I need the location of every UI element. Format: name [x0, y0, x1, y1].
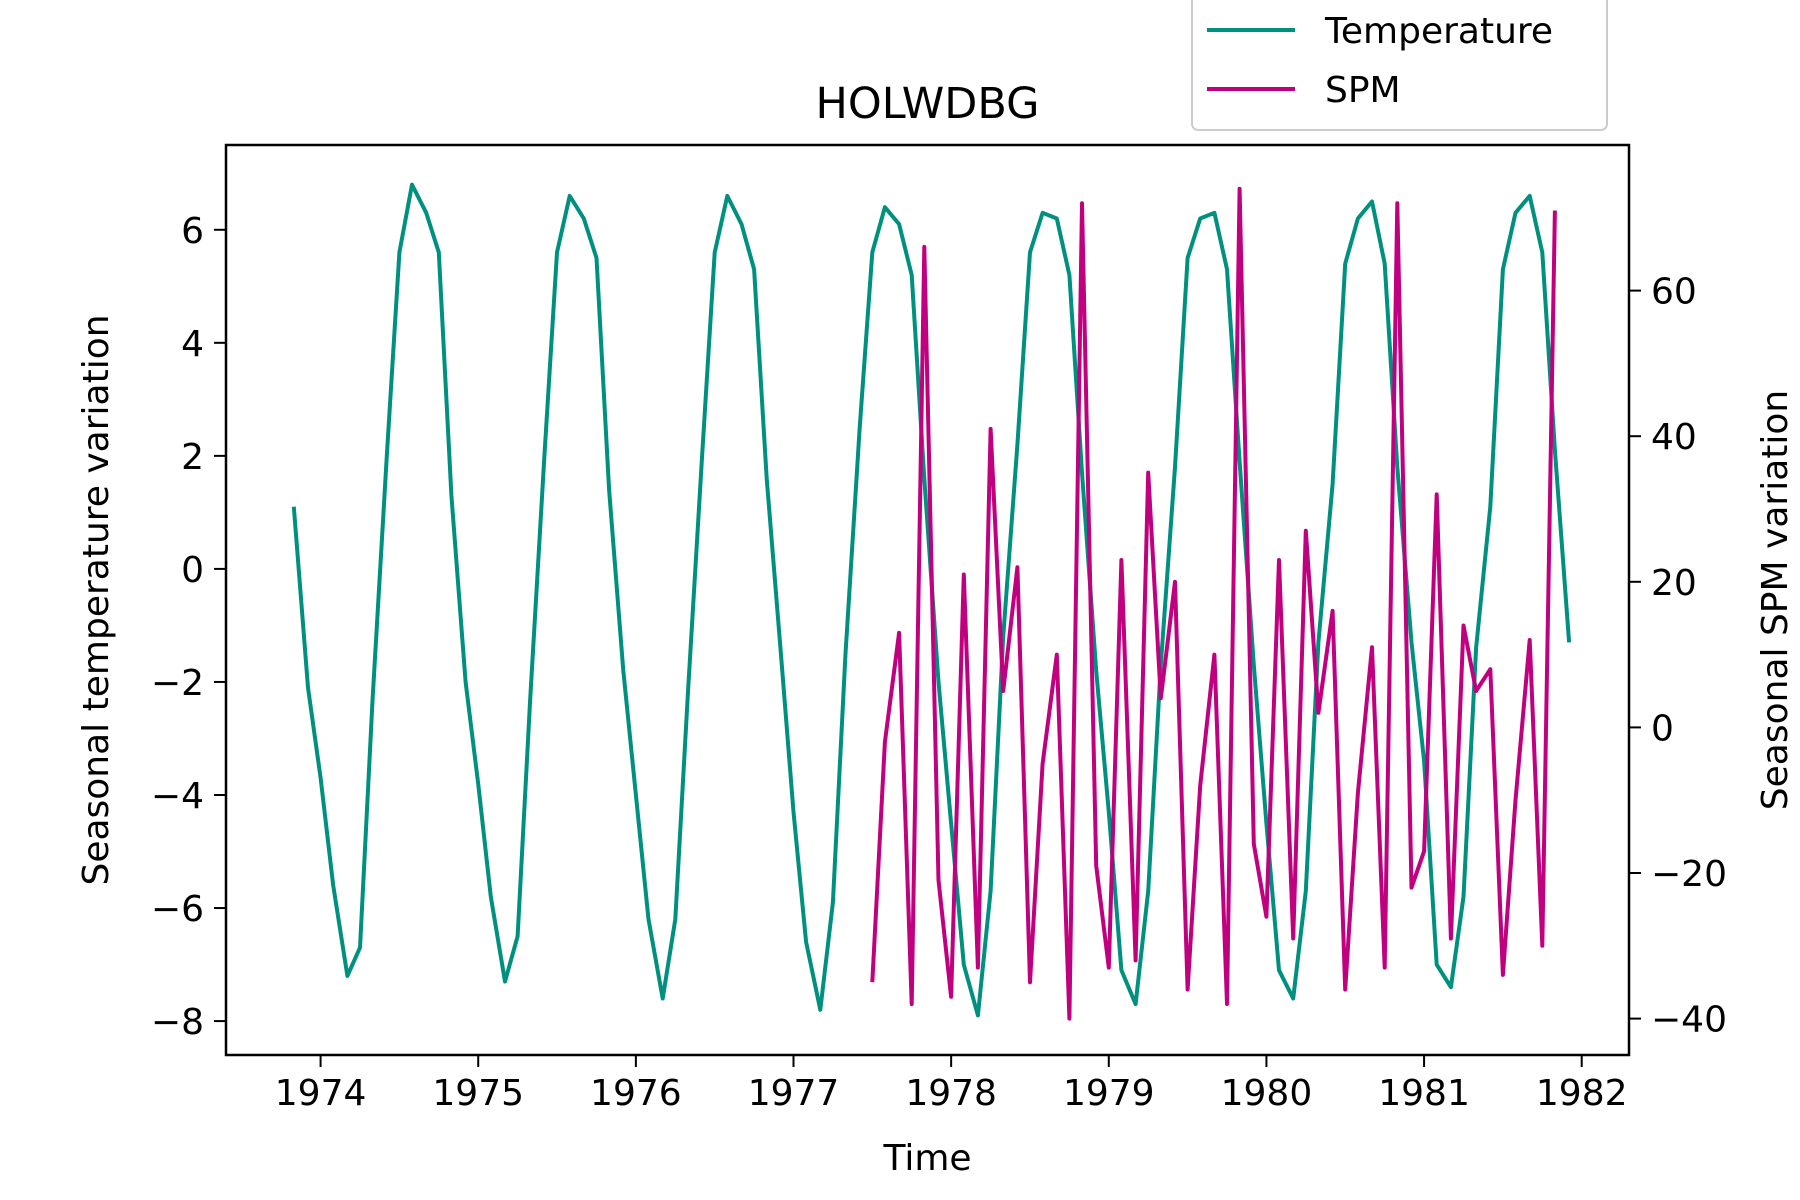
legend-label-spm: SPM [1325, 70, 1401, 111]
y-tick-label-right: 60 [1651, 272, 1697, 313]
series-layer [291, 182, 1572, 1021]
y-axis-left: −8 −6 −4 −2 0 2 4 6 [151, 211, 226, 1043]
series-line-spm [870, 186, 1557, 1021]
y-tick-label-right: −40 [1651, 1000, 1727, 1041]
y-tick-label-right: 0 [1651, 708, 1674, 749]
y-axis-label-left: Seasonal temperature variation [76, 314, 117, 885]
y-axis-label-right: Seasonal SPM variation [1755, 390, 1796, 810]
x-tick-label: 1975 [432, 1073, 524, 1114]
x-axis: 1974 1975 1976 1977 1978 1979 1980 1981 1982 [275, 1055, 1628, 1114]
x-tick-label: 1981 [1378, 1073, 1470, 1114]
y-tick-label-left: −8 [151, 1002, 204, 1043]
x-tick-label: 1980 [1221, 1073, 1313, 1114]
x-tick-label: 1977 [748, 1073, 840, 1114]
y-tick-label-left: −2 [151, 663, 204, 704]
x-tick-label: 1982 [1536, 1073, 1628, 1114]
x-tick-label: 1974 [275, 1073, 367, 1114]
legend: Temperature SPM [1191, 0, 1608, 131]
y-tick-label-right: −20 [1651, 854, 1727, 895]
y-tick-label-right: 40 [1651, 417, 1697, 458]
y-tick-label-left: 4 [181, 324, 204, 365]
y-tick-label-left: 6 [181, 211, 204, 252]
x-tick-label: 1976 [590, 1073, 682, 1114]
x-axis-label: Time [882, 1138, 971, 1179]
y-tick-label-left: 2 [181, 437, 204, 478]
plot-frame [224, 143, 1631, 1057]
y-tick-label-left: −6 [151, 889, 204, 930]
y-tick-label-right: 20 [1651, 563, 1697, 604]
y-tick-label-left: −4 [151, 776, 204, 817]
legend-label-temperature: Temperature [1324, 11, 1553, 52]
x-tick-label: 1978 [905, 1073, 997, 1114]
x-tick-label: 1979 [1063, 1073, 1155, 1114]
y-tick-label-left: 0 [181, 550, 204, 591]
y-axis-right: −40 −20 0 20 40 60 [1629, 272, 1727, 1041]
chart-title: HOLWDBG [816, 79, 1040, 129]
legend-box [1191, 0, 1608, 131]
